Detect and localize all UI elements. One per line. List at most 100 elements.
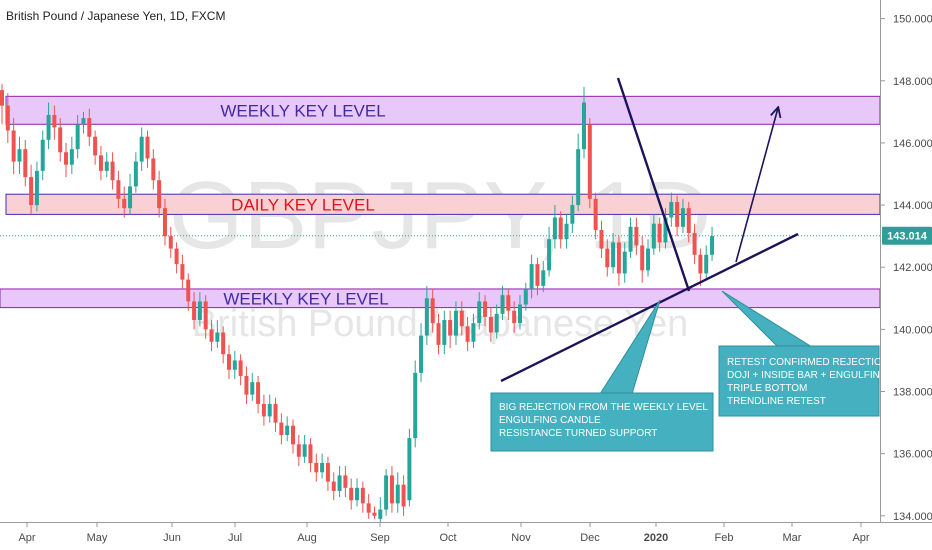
resistance-line-down[interactable] (616, 77, 691, 292)
time-tick-label: May (87, 532, 108, 544)
candle-body (157, 180, 162, 209)
candle-body (75, 124, 80, 150)
candle-body (128, 186, 133, 209)
price-tick-label: 134.000 (893, 511, 932, 523)
candle-body (5, 105, 10, 131)
price-tick-label: 136.000 (893, 449, 932, 461)
candle-body (401, 484, 406, 507)
candle-body (675, 201, 680, 227)
candle-body (151, 158, 156, 181)
candle-body (570, 205, 575, 224)
candle-body (104, 161, 109, 171)
time-tick-label: Sep (370, 532, 390, 544)
projection-arrow[interactable] (735, 108, 778, 263)
callout-retest-line-3: TRIPLE BOTTOM (727, 383, 807, 394)
candle-body (611, 242, 616, 268)
callout-rejection: BIG REJECTION FROM THE WEEKLY LEVEL ENGU… (490, 299, 714, 452)
candle-body (325, 462, 330, 482)
candle-body (0, 90, 4, 106)
candle-body (634, 226, 639, 246)
callout-retest-line-4: TRENDLINE RETEST (727, 396, 826, 407)
price-axis[interactable]: 134.000 136.000 138.000 140.000 142.000 144.0… (880, 14, 932, 523)
candle-body (512, 310, 517, 324)
candle-body (593, 198, 598, 230)
price-badge: 143.014 (882, 226, 932, 245)
candle-body (372, 512, 377, 516)
time-tick-label: Jul (228, 532, 242, 544)
candle-body (366, 503, 371, 513)
candle-body (87, 118, 92, 137)
candle-body (355, 487, 360, 501)
candle-body (46, 114, 51, 140)
callout-retest: RETEST CONFIRMED REJECTION DOJI + INSIDE… (718, 290, 889, 417)
candle-body (349, 487, 354, 501)
candle-body (122, 198, 127, 209)
price-tick-label: 150.000 (893, 14, 932, 26)
candle-body (291, 425, 295, 445)
candle-body (197, 301, 202, 321)
candle-body (587, 124, 592, 199)
candle-body (98, 155, 103, 171)
candle-body (267, 403, 272, 417)
candle-body (680, 208, 685, 227)
candle-body (686, 208, 691, 234)
candle-body (483, 301, 488, 317)
candle-body (93, 136, 98, 156)
candle-body (17, 149, 22, 162)
candle-body (424, 298, 429, 336)
candle-body (710, 236, 715, 255)
candle-body (64, 152, 69, 165)
candle-body (203, 301, 208, 330)
candle-body (436, 323, 441, 345)
callout-retest-line-2: DOJI + INSIDE BAR + ENGULFING (727, 370, 888, 381)
candle-body (646, 248, 651, 271)
callout-rejection-line-3: RESISTANCE TURNED SUPPORT (499, 428, 657, 439)
candle-body (285, 425, 290, 435)
candle-body (599, 229, 604, 249)
candle-body (651, 223, 656, 249)
candle-body (500, 295, 505, 314)
candle-body (698, 254, 703, 274)
candle-body (413, 372, 418, 439)
candle-body (110, 161, 115, 181)
zone-daily-label: DAILY KEY LEVEL (231, 195, 375, 214)
candle-body (704, 254, 709, 274)
candle-body (34, 170, 39, 206)
callout-rejection-line-1: BIG REJECTION FROM THE WEEKLY LEVEL (499, 402, 708, 413)
candle-body (459, 310, 464, 327)
price-badge-value: 143.014 (887, 231, 928, 243)
candle-body (692, 233, 697, 255)
candle-body (488, 316, 493, 333)
price-tick-label: 140.000 (893, 324, 932, 336)
candle-body (273, 403, 278, 423)
candle-body (52, 114, 57, 128)
candle-body (669, 201, 674, 218)
plot-background (0, 0, 880, 522)
candle-body (186, 279, 191, 302)
candle-body (535, 264, 540, 286)
candle-body (529, 264, 534, 289)
callout-retest-box (718, 345, 880, 417)
trendline-support[interactable] (500, 232, 799, 383)
chart-title: British Pound / Japanese Yen, 1D, FXCM (6, 9, 225, 23)
callout-rejection-line-2: ENGULFING CANDLE (499, 415, 601, 426)
price-badge-background (882, 226, 932, 245)
candle-body (221, 332, 226, 355)
candle-body (314, 462, 319, 473)
candle-body (448, 320, 453, 336)
candle-body (162, 208, 167, 237)
candle-body (582, 102, 586, 150)
candle-body (605, 248, 610, 268)
candle-body (145, 136, 150, 159)
time-axis[interactable]: Apr May Jun Jul Aug Sep Oct Nov Dec 2020 Feb Mar Apr (18, 522, 870, 544)
candle-body (384, 475, 389, 510)
candle-body (523, 288, 528, 305)
watermark-symbol: GBPJPY, 1D (169, 162, 711, 269)
candle-body (506, 295, 511, 311)
candle-body (547, 239, 552, 271)
candle-body (331, 481, 336, 491)
candle-body (564, 223, 569, 240)
time-tick-label: Mar (783, 532, 802, 544)
candle-body (395, 484, 400, 504)
